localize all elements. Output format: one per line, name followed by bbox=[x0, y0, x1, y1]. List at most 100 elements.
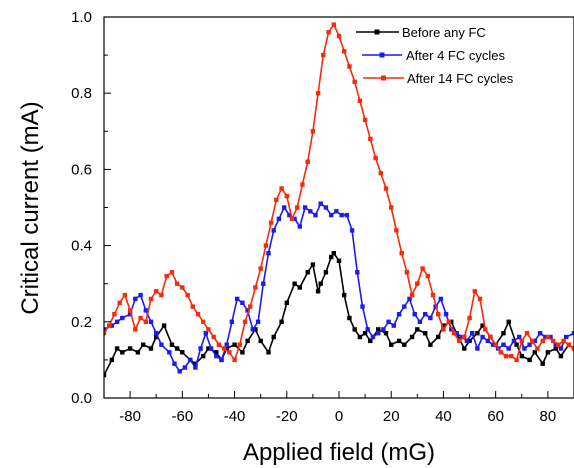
series-0-point bbox=[318, 281, 323, 286]
series-2-point bbox=[566, 342, 571, 347]
series-2-point bbox=[248, 304, 253, 309]
series-1-point bbox=[143, 308, 148, 313]
series-0-point bbox=[284, 300, 289, 305]
series-0-point bbox=[545, 350, 551, 355]
series-2-point bbox=[174, 281, 180, 286]
series-0-point bbox=[154, 334, 159, 340]
series-0-point bbox=[462, 346, 467, 351]
series-1-point bbox=[177, 369, 182, 374]
series-2-point bbox=[571, 346, 574, 351]
series-2-point bbox=[342, 49, 347, 54]
series-1-point bbox=[302, 205, 308, 210]
x-tick-label: 40 bbox=[435, 408, 452, 425]
series-2-point bbox=[112, 312, 117, 317]
series-1-point bbox=[480, 334, 485, 340]
series-0-point bbox=[323, 270, 329, 275]
series-0-point bbox=[329, 254, 334, 260]
legend-label-2: After 14 FC cycles bbox=[407, 71, 514, 86]
series-2-point bbox=[462, 334, 467, 340]
series-1-point bbox=[344, 212, 349, 218]
series-1-point bbox=[114, 319, 120, 324]
series-2-point bbox=[206, 327, 211, 332]
series-1-point bbox=[148, 319, 154, 324]
series-2-point bbox=[169, 270, 175, 275]
series-2-point bbox=[321, 52, 326, 58]
series-0-point bbox=[449, 319, 454, 324]
series-1-point bbox=[329, 212, 334, 218]
series-2-point bbox=[347, 64, 352, 69]
series-2-point bbox=[535, 346, 540, 351]
series-1-point bbox=[522, 346, 527, 351]
series-0-point bbox=[480, 323, 485, 328]
series-1-point bbox=[292, 216, 297, 222]
series-2-point bbox=[284, 193, 289, 199]
series-1-point bbox=[355, 270, 360, 275]
series-1-point bbox=[266, 251, 271, 256]
x-tick-label: -20 bbox=[276, 408, 298, 425]
series-2-point bbox=[524, 331, 530, 336]
series-1-point bbox=[214, 353, 219, 359]
series-1-point bbox=[159, 342, 164, 347]
series-2-point bbox=[326, 30, 331, 35]
series-0-point bbox=[368, 338, 373, 344]
legend-marker-0 bbox=[374, 29, 380, 35]
legend-entry-0: Before any FC bbox=[356, 25, 486, 40]
series-2-point bbox=[519, 338, 524, 344]
series-2-point bbox=[232, 357, 237, 363]
series-1-point bbox=[454, 331, 459, 336]
series-0-point bbox=[357, 334, 363, 340]
series-0-point bbox=[279, 319, 284, 324]
series-2-point bbox=[394, 228, 399, 233]
series-0-point bbox=[232, 342, 237, 347]
series-1-point bbox=[381, 327, 386, 332]
series-2-point bbox=[368, 136, 373, 142]
series-2-point bbox=[164, 273, 169, 279]
series-1-point bbox=[261, 281, 266, 286]
series-1-point bbox=[511, 338, 517, 344]
series-1-point bbox=[360, 304, 365, 309]
series-2-point bbox=[409, 292, 415, 298]
series-0-point bbox=[109, 357, 114, 363]
y-tick-label: 0.8 bbox=[71, 85, 92, 102]
y-tick-label: 0.2 bbox=[71, 314, 92, 331]
series-1-point bbox=[109, 323, 114, 328]
series-1-point bbox=[571, 331, 574, 336]
series-2-point bbox=[420, 266, 425, 271]
series-0-point bbox=[527, 357, 532, 363]
series-1-point bbox=[203, 331, 208, 336]
series-1-point bbox=[297, 224, 302, 229]
series-0-point bbox=[389, 342, 394, 347]
series-0-point bbox=[396, 338, 402, 344]
series-0-point bbox=[331, 251, 336, 256]
series-1-point bbox=[443, 312, 449, 317]
series-1-point bbox=[459, 334, 464, 340]
series-0-point bbox=[553, 346, 558, 351]
series-0-point bbox=[161, 323, 167, 328]
series-1-point bbox=[428, 315, 433, 321]
y-axis-title: Critical current (mA) bbox=[17, 101, 44, 314]
series-1-point bbox=[339, 212, 344, 218]
series-2-point bbox=[477, 296, 483, 302]
series-2-point bbox=[441, 327, 446, 332]
legend-label-1: After 4 FC cycles bbox=[406, 48, 505, 63]
series-2-point bbox=[300, 182, 305, 187]
series-1-point bbox=[417, 319, 423, 324]
series-2-point bbox=[289, 216, 295, 222]
series-2-point bbox=[185, 292, 190, 298]
series-2-point bbox=[378, 171, 383, 176]
series-0-point bbox=[519, 353, 524, 359]
series-0-point bbox=[475, 331, 480, 336]
series-2-point bbox=[493, 342, 498, 347]
series-1-point bbox=[250, 327, 255, 332]
series-1-point bbox=[548, 334, 553, 340]
series-1-point bbox=[271, 228, 276, 233]
series-0-point bbox=[193, 361, 198, 366]
series-1-point bbox=[506, 346, 511, 351]
series-2-point bbox=[514, 357, 519, 363]
series-1-point bbox=[370, 334, 376, 340]
series-1-point bbox=[282, 205, 287, 210]
series-0-point bbox=[174, 346, 180, 351]
series-1-point bbox=[490, 342, 496, 347]
series-2-point bbox=[143, 319, 148, 324]
series-1-point bbox=[172, 361, 177, 366]
